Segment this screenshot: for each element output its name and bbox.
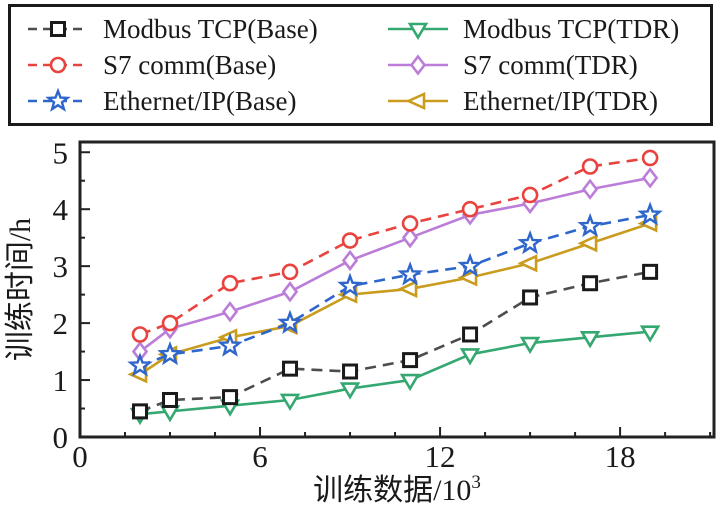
circle-marker bbox=[401, 215, 419, 232]
square-marker bbox=[222, 389, 239, 406]
series-s-comm-base- bbox=[131, 149, 659, 343]
star-marker bbox=[517, 229, 543, 255]
triangle-down-marker bbox=[579, 331, 601, 349]
legend-label: Ethernet/IP(Base) bbox=[103, 85, 297, 116]
triangle-down-marker bbox=[279, 393, 301, 412]
triangle-down-marker bbox=[399, 373, 421, 392]
triangle-down-marker bbox=[407, 22, 429, 41]
circle-legend-sample bbox=[28, 56, 88, 74]
circle-marker bbox=[161, 314, 179, 332]
circle-marker bbox=[521, 186, 539, 204]
y-tick-label: 2 bbox=[53, 306, 69, 341]
circle-marker bbox=[221, 274, 239, 292]
circle-marker bbox=[641, 149, 659, 167]
x-tick-label: 12 bbox=[425, 439, 456, 474]
star-marker bbox=[157, 341, 183, 366]
triangle-down-marker bbox=[519, 336, 541, 355]
circle-marker bbox=[281, 263, 299, 281]
diamond-marker bbox=[401, 227, 419, 249]
legend-label: S7 comm(TDR) bbox=[463, 49, 638, 80]
square-marker bbox=[132, 403, 149, 420]
square-marker bbox=[522, 289, 539, 306]
diamond-marker bbox=[281, 281, 299, 303]
circle-marker bbox=[131, 326, 149, 343]
triangle-down-marker bbox=[459, 348, 481, 366]
series-s-comm-tdr- bbox=[131, 167, 659, 363]
legend-item: Ethernet/IP(TDR) bbox=[385, 83, 706, 119]
plot-frame bbox=[78, 140, 716, 439]
series-line bbox=[139, 330, 651, 416]
star-marker bbox=[127, 352, 153, 377]
diamond-legend-sample bbox=[388, 54, 448, 76]
star-legend-sample bbox=[28, 88, 88, 112]
legend-item: S7 comm(TDR) bbox=[385, 47, 706, 83]
square-marker bbox=[642, 263, 659, 280]
triangle-down-marker bbox=[339, 382, 361, 400]
star-marker bbox=[45, 88, 71, 112]
legend-label: S7 comm(Base) bbox=[103, 49, 277, 80]
series-line bbox=[139, 213, 651, 368]
legend-label: Modbus TCP(Base) bbox=[103, 13, 318, 44]
star-marker bbox=[457, 252, 483, 277]
series-line bbox=[139, 270, 651, 413]
y-tick-label: 1 bbox=[53, 363, 69, 398]
square-marker bbox=[462, 326, 479, 343]
legend-item: Modbus TCP(TDR) bbox=[385, 11, 706, 47]
series-line bbox=[139, 176, 651, 353]
y-tick-label: 5 bbox=[53, 135, 69, 170]
triangle-left-marker bbox=[457, 268, 478, 287]
star-marker bbox=[637, 201, 663, 226]
square-marker bbox=[162, 391, 179, 408]
square-legend-sample bbox=[28, 21, 88, 37]
legend: Modbus TCP(Base) Modbus TCP(TDR) S7 comm(B… bbox=[8, 4, 713, 126]
diamond-marker bbox=[581, 178, 599, 200]
y-tick-label: 3 bbox=[53, 249, 69, 284]
y-tick-label: 4 bbox=[53, 192, 69, 227]
circle-marker bbox=[581, 158, 599, 175]
series-line bbox=[139, 222, 651, 376]
diamond-marker bbox=[341, 249, 359, 272]
square-marker bbox=[402, 352, 419, 369]
legend-item: Modbus TCP(Base) bbox=[25, 11, 385, 47]
series-modbus-tcp-tdr- bbox=[129, 325, 661, 426]
triangle-down-marker bbox=[639, 325, 661, 343]
circle-marker bbox=[341, 232, 359, 249]
x-tick-label: 18 bbox=[605, 439, 636, 474]
square-marker bbox=[582, 275, 599, 292]
y-tick-label: 0 bbox=[53, 420, 69, 455]
star-marker bbox=[577, 212, 603, 238]
series-line bbox=[139, 156, 651, 336]
diamond-marker bbox=[221, 301, 239, 323]
square-marker bbox=[50, 21, 66, 37]
x-axis-title: 训练数据/103 bbox=[313, 472, 481, 507]
diamond-marker bbox=[641, 167, 659, 189]
circle-marker bbox=[461, 200, 479, 218]
legend-item: S7 comm(Base) bbox=[25, 47, 385, 83]
star-marker bbox=[217, 332, 243, 357]
square-marker bbox=[282, 360, 299, 377]
triangle-left-marker bbox=[517, 254, 538, 273]
triangle-left-legend-sample bbox=[388, 91, 448, 111]
x-tick-label: 0 bbox=[72, 439, 88, 474]
triangle-down-legend-sample bbox=[388, 22, 448, 41]
triangle-left-marker bbox=[397, 279, 418, 298]
legend-label: Ethernet/IP(TDR) bbox=[463, 85, 658, 116]
star-marker bbox=[337, 272, 363, 297]
diamond-marker bbox=[409, 54, 427, 76]
x-tick-label: 6 bbox=[252, 439, 268, 474]
y-axis-title: 训练时间/h bbox=[4, 218, 37, 361]
series-ethernet-ip-tdr- bbox=[127, 214, 658, 384]
series-modbus-tcp-base- bbox=[132, 263, 659, 420]
legend-label: Modbus TCP(TDR) bbox=[463, 13, 680, 44]
star-marker bbox=[397, 261, 423, 286]
triangle-left-marker bbox=[405, 91, 426, 111]
star-marker bbox=[277, 309, 303, 334]
legend-item: Ethernet/IP(Base) bbox=[25, 83, 385, 119]
series-ethernet-ip-base- bbox=[127, 201, 663, 377]
square-marker bbox=[342, 363, 359, 380]
triangle-left-marker bbox=[577, 234, 598, 253]
circle-marker bbox=[49, 56, 67, 74]
